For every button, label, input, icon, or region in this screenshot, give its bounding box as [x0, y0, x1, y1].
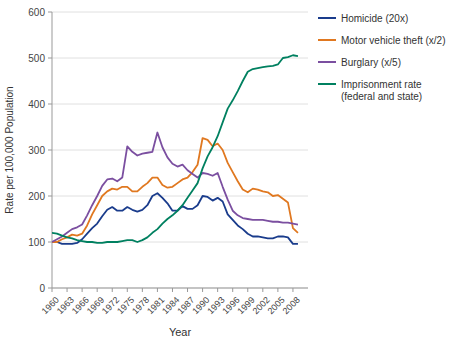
- y-tick: [48, 104, 52, 105]
- x-tick: [112, 288, 113, 292]
- legend-label-line: Motor vehicle theft (x/2): [341, 35, 445, 46]
- grid-line: [52, 288, 308, 289]
- y-tick-label: 200: [28, 191, 45, 202]
- x-tick: [142, 288, 143, 292]
- x-tick: [172, 288, 173, 292]
- x-tick: [82, 288, 83, 292]
- legend-swatch: [318, 39, 336, 41]
- y-tick: [48, 150, 52, 151]
- x-axis-label: Year: [169, 326, 192, 338]
- x-tick: [232, 288, 233, 292]
- x-tick: [157, 288, 158, 292]
- y-tick: [48, 12, 52, 13]
- y-tick-label: 0: [39, 283, 45, 294]
- legend-label: Imprisonment rate(federal and state): [341, 79, 422, 102]
- y-tick: [48, 242, 52, 243]
- legend-label-line: (federal and state): [341, 91, 422, 102]
- grid-line: [52, 58, 308, 59]
- x-axis-line: [52, 288, 308, 289]
- legend-swatch: [318, 17, 336, 19]
- legend-swatch: [318, 83, 336, 85]
- x-tick: [262, 288, 263, 292]
- x-tick: [292, 288, 293, 292]
- axes: 0100200300400500600196019631966196919721…: [28, 7, 308, 317]
- y-tick-label: 300: [28, 145, 45, 156]
- legend-label-line: Burglary (x/5): [341, 57, 401, 68]
- legend-label: Burglary (x/5): [341, 57, 401, 68]
- legend-label: Homicide (20x): [341, 13, 408, 24]
- legend-label-line: Homicide (20x): [341, 13, 408, 24]
- grid-line: [52, 150, 308, 151]
- legend-label: Motor vehicle theft (x/2): [341, 35, 445, 46]
- x-tick: [187, 288, 188, 292]
- y-axis-line: [52, 12, 53, 288]
- grid-line: [52, 12, 308, 13]
- legend: Homicide (20x) Motor vehicle theft (x/2) B…: [318, 13, 445, 102]
- y-tick-label: 500: [28, 53, 45, 64]
- y-tick-label: 400: [28, 99, 45, 110]
- x-tick: [67, 288, 68, 292]
- y-tick: [48, 58, 52, 59]
- x-tick: [217, 288, 218, 292]
- grid-line: [52, 196, 308, 197]
- y-tick: [48, 288, 52, 289]
- y-tick-label: 600: [28, 7, 45, 18]
- grid-line: [52, 104, 308, 105]
- x-tick: [277, 288, 278, 292]
- y-tick: [48, 196, 52, 197]
- y-tick-label: 100: [28, 237, 45, 248]
- x-tick: [52, 288, 53, 292]
- legend-swatch: [318, 61, 336, 63]
- legend-label-line: Imprisonment rate: [341, 79, 422, 90]
- chart: 0100200300400500600196019631966196919721…: [0, 0, 474, 342]
- series-line: [52, 193, 298, 244]
- x-tick: [247, 288, 248, 292]
- series-line: [52, 138, 298, 242]
- plot-data: [52, 55, 298, 244]
- x-tick: [127, 288, 128, 292]
- series-line: [52, 133, 298, 242]
- x-tick: [97, 288, 98, 292]
- x-tick: [202, 288, 203, 292]
- series-line: [52, 55, 298, 243]
- y-axis-label: Rate per 100,000 Population: [4, 86, 15, 213]
- x-tick-label: 2008: [281, 295, 302, 316]
